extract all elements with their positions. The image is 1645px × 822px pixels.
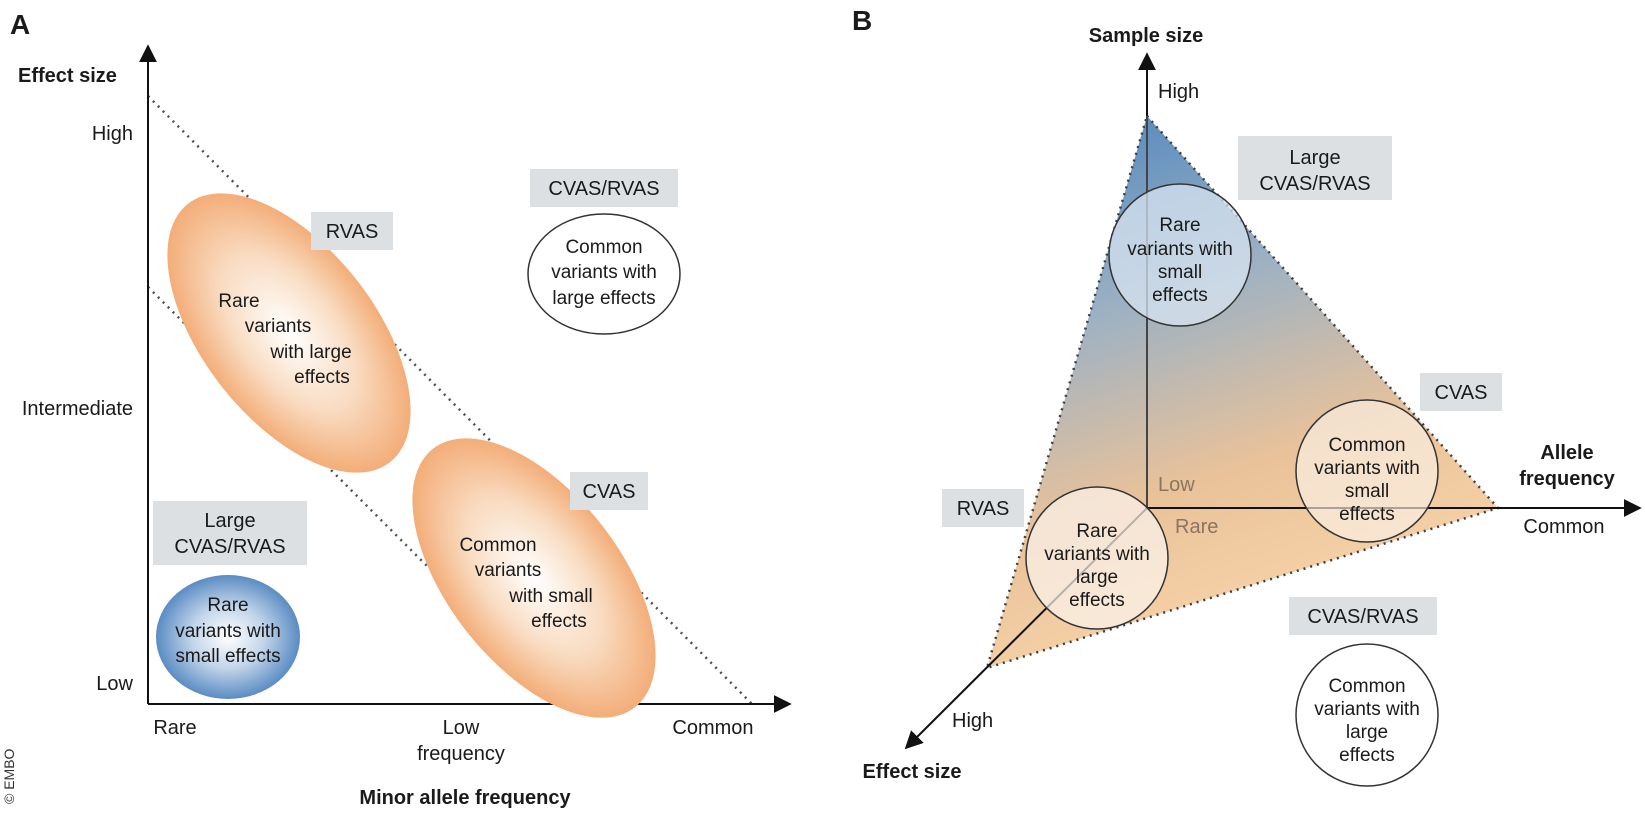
panel-b-effect-size-title: Effect size (863, 761, 962, 783)
panel-b-allele-frequency-common: Common (1523, 516, 1604, 538)
panel-b-rare-large-circle (1025, 486, 1169, 630)
panel-b-rare-small-circle (1108, 183, 1252, 327)
panel-b-common-small-circle (1295, 399, 1439, 543)
circle-text-line: Common (1328, 676, 1405, 697)
blob-text-line: variants with (551, 262, 657, 283)
blob-text-line: Rare (218, 291, 259, 312)
panel-b-allele-frequency-rare: Rare (1175, 516, 1218, 538)
panel-a-rare-large-ellipse (167, 193, 411, 473)
circle-text-line: Common (1328, 435, 1405, 456)
panel-b-rare-small-label: Rare variants with small effects (1127, 215, 1233, 306)
panel-a-box-rvas: RVAS (311, 212, 393, 250)
panel-a-box-large-cvas-rvas: Large CVAS/RVAS (153, 501, 307, 565)
panel-a-rare-small-ellipse (156, 575, 300, 699)
panel-b-box-cvas-rvas: CVAS/RVAS (1289, 597, 1437, 635)
panel-b-box-large-cvas-rvas: Large CVAS/RVAS (1238, 136, 1392, 200)
circle-text-line: effects (1339, 504, 1395, 525)
circle-text-line: variants with (1127, 239, 1233, 260)
panel-a-y-tick-high: High (92, 123, 133, 145)
copyright-note: © EMBO (1, 748, 17, 804)
panel-b-box-cvas-text: CVAS (1435, 382, 1488, 404)
panel-a-rare-small-label: Rare variants with small effects (175, 595, 281, 667)
panel-a-y-tick-intermediate: Intermediate (22, 398, 133, 420)
panel-b-box-cvas-rvas-text: CVAS/RVAS (1307, 606, 1418, 628)
panel-b-common-large-circle (1295, 643, 1439, 787)
panel-a-x-axis-title: Minor allele frequency (359, 787, 571, 809)
panel-b-allele-frequency-title-2: frequency (1519, 468, 1615, 490)
panel-a-rare-large-label: Rare variants with large effects (218, 291, 351, 388)
panel-a-box-cvas: CVAS (570, 472, 648, 510)
circle-text-line: Rare (1159, 215, 1200, 236)
circle-text-line: effects (1069, 590, 1125, 611)
circle-text-line: large (1346, 722, 1388, 743)
panel-b-letter: B (852, 5, 872, 36)
panel-a-box-large-text-2: CVAS/RVAS (174, 536, 285, 558)
panel-b-box-rvas-text: RVAS (957, 498, 1010, 520)
blob-text-line: large effects (552, 288, 655, 309)
panel-b-allele-frequency-title-1: Allele (1540, 442, 1593, 464)
blob-text-line: with large (269, 342, 351, 363)
panel-a-box-large-text-1: Large (204, 510, 255, 532)
panel-b-box-large-text-2: CVAS/RVAS (1259, 173, 1370, 195)
circle-text-line: variants with (1044, 544, 1150, 565)
panel-b-sample-size-high: High (1158, 81, 1199, 103)
circle-text-line: variants with (1314, 699, 1420, 720)
panel-a-common-large-label: Common variants with large effects (551, 237, 657, 309)
panel-b-box-cvas: CVAS (1420, 373, 1502, 411)
panel-b-rare-large-label: Rare variants with large effects (1044, 521, 1150, 611)
circle-text-line: effects (1339, 745, 1395, 766)
blob-text-line: variants (475, 560, 542, 581)
panel-a-x-tick-rare: Rare (153, 717, 196, 739)
blob-text-line: variants with (175, 621, 281, 642)
panel-b-common-large-label: Common variants with large effects (1314, 676, 1420, 766)
panel-a-x-tick-low-frequency-2: frequency (417, 743, 505, 765)
circle-text-line: large (1076, 567, 1118, 588)
blob-text-line: effects (294, 367, 350, 388)
panel-a-x-tick-low-frequency-1: Low (443, 717, 480, 739)
panel-a-letter: A (10, 9, 30, 40)
panel-b-box-large-text-1: Large (1289, 147, 1340, 169)
circle-text-line: small (1345, 481, 1389, 502)
panel-a: A Effect size High Intermediate Low Rare… (10, 9, 792, 809)
panel-b-common-small-label: Common variants with small effects (1314, 435, 1420, 525)
blob-text-line: Common (565, 237, 642, 258)
panel-a-box-rvas-text: RVAS (326, 221, 379, 243)
panel-b: B Sample size High Low Rare Allele frequ… (852, 5, 1642, 787)
circle-text-line: small (1158, 262, 1202, 283)
circle-text-line: Rare (1076, 521, 1117, 542)
panel-a-box-cvas-text: CVAS (583, 481, 636, 503)
panel-b-box-rvas: RVAS (942, 489, 1024, 527)
circle-text-line: variants with (1314, 458, 1420, 479)
blob-text-line: small effects (175, 646, 280, 667)
panel-b-effect-size-high: High (952, 710, 993, 732)
blob-text-line: variants (245, 316, 312, 337)
blob-text-line: Rare (207, 595, 248, 616)
panel-b-sample-size-low: Low (1158, 474, 1195, 496)
panel-a-upper-boundary (147, 95, 753, 705)
panel-a-box-cvas-rvas: CVAS/RVAS (530, 169, 678, 207)
blob-text-line: with small (508, 586, 592, 607)
panel-a-common-small-ellipse (412, 438, 656, 718)
panel-a-y-tick-low: Low (96, 673, 133, 695)
panel-b-sample-size-title: Sample size (1089, 25, 1204, 47)
blob-text-line: effects (531, 611, 587, 632)
panel-a-common-small-label: Common variants with small effects (459, 535, 592, 632)
circle-text-line: effects (1152, 285, 1208, 306)
panel-a-common-large-ellipse (527, 213, 681, 335)
panel-a-x-tick-common: Common (672, 717, 753, 739)
blob-text-line: Common (459, 535, 536, 556)
panel-a-y-axis-title: Effect size (18, 65, 117, 87)
panel-a-box-cvas-rvas-text: CVAS/RVAS (548, 178, 659, 200)
